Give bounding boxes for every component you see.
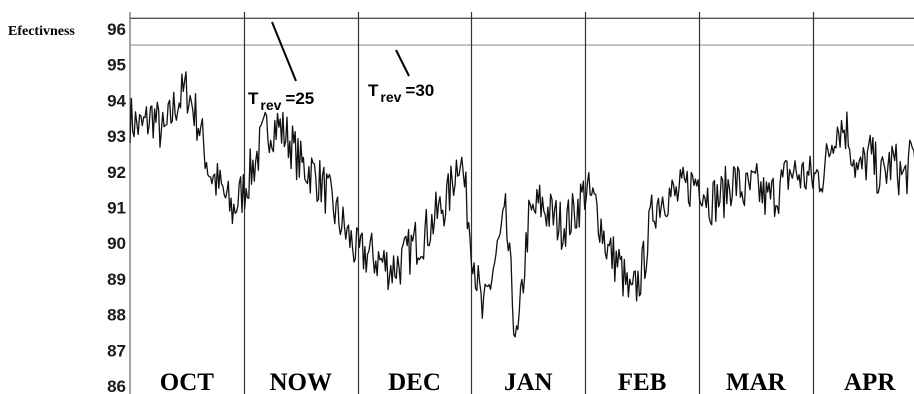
month-label: APR: [844, 369, 896, 394]
month-labels: OCT NOW DEC JAN FEB MAR APR: [160, 369, 897, 394]
annotation-pointer-30: [395, 49, 410, 77]
y-tick-label: 94: [107, 91, 126, 110]
month-label: JAN: [504, 369, 553, 394]
annotation-value: =30: [405, 81, 434, 100]
annotation-main: T: [248, 89, 259, 108]
y-tick-label: 95: [107, 56, 126, 75]
y-tick-label: 87: [107, 341, 126, 360]
month-label: NOW: [269, 369, 332, 394]
y-tick-label: 92: [107, 163, 126, 182]
y-tick-label: 96: [107, 20, 126, 39]
y-tick-labels: 96 95 94 93 92 91 90 89 88 87 86: [107, 20, 126, 394]
month-label: MAR: [726, 369, 787, 394]
y-tick-label: 89: [107, 270, 126, 289]
y-tick-label: 91: [107, 199, 126, 218]
series-layer: [129, 71, 914, 338]
y-axis-label: Efectivness: [8, 24, 75, 39]
annotation-pointer-25: [271, 21, 297, 82]
month-label: DEC: [388, 369, 441, 394]
reference-lines: [130, 17, 914, 46]
month-label: FEB: [618, 369, 667, 394]
y-tick-label: 88: [107, 306, 126, 325]
annotation-main: T: [368, 81, 379, 100]
annotation-value: =25: [285, 89, 314, 108]
effectiveness-series-line: [129, 71, 914, 338]
y-tick-label: 90: [107, 234, 126, 253]
y-tick-label: 93: [107, 127, 126, 146]
month-label: OCT: [160, 369, 215, 394]
y-tick-label: 86: [107, 377, 126, 394]
annotation-sub: rev: [260, 97, 281, 113]
annotation-sub: rev: [380, 89, 401, 105]
